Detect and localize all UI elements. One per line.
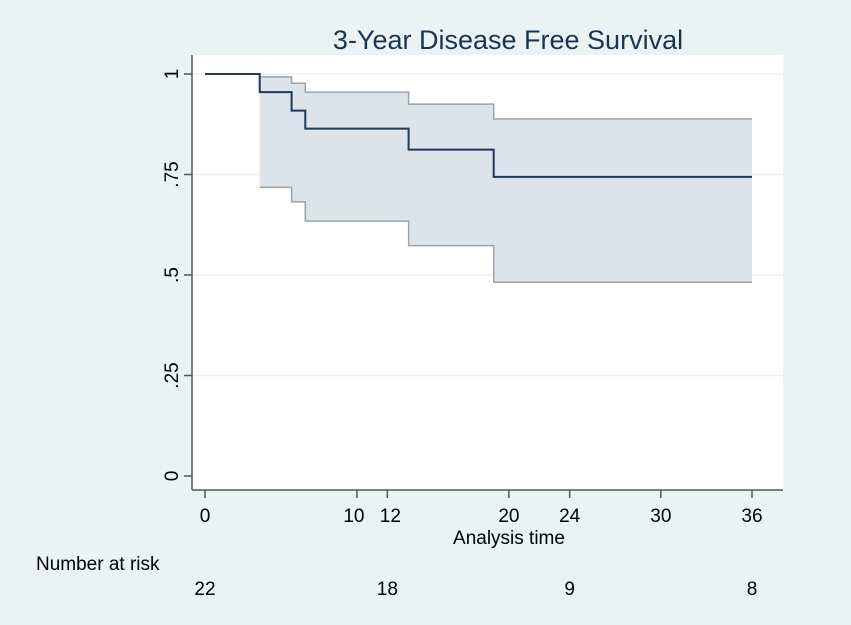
x-tick-label: 12	[380, 506, 401, 527]
number-at-risk-value: 18	[377, 579, 398, 600]
x-tick-label: 10	[343, 506, 364, 527]
survival-line	[205, 73, 752, 178]
y-tick-label: 1	[162, 69, 183, 80]
x-tick-label: 0	[200, 506, 211, 527]
y-tick-label: 0	[162, 471, 183, 482]
ci-lower-line	[259, 186, 752, 283]
y-tick-label: .5	[162, 267, 183, 283]
x-tick-label: 24	[559, 506, 581, 527]
y-tick-label: .75	[162, 161, 183, 187]
risk-table-label: Number at risk	[36, 554, 160, 575]
x-tick-label: 30	[650, 506, 671, 527]
x-tick-label: 20	[498, 506, 519, 527]
x-tick-label: 36	[741, 506, 762, 527]
number-at-risk-value: 22	[194, 579, 215, 600]
ci-upper-line	[259, 76, 752, 120]
y-tick-label: .25	[162, 362, 183, 388]
x-axis-label: Analysis time	[453, 528, 565, 549]
number-at-risk-value: 9	[564, 579, 575, 600]
chart-title: 3-Year Disease Free Survival	[333, 25, 683, 55]
number-at-risk-value: 8	[747, 579, 758, 600]
